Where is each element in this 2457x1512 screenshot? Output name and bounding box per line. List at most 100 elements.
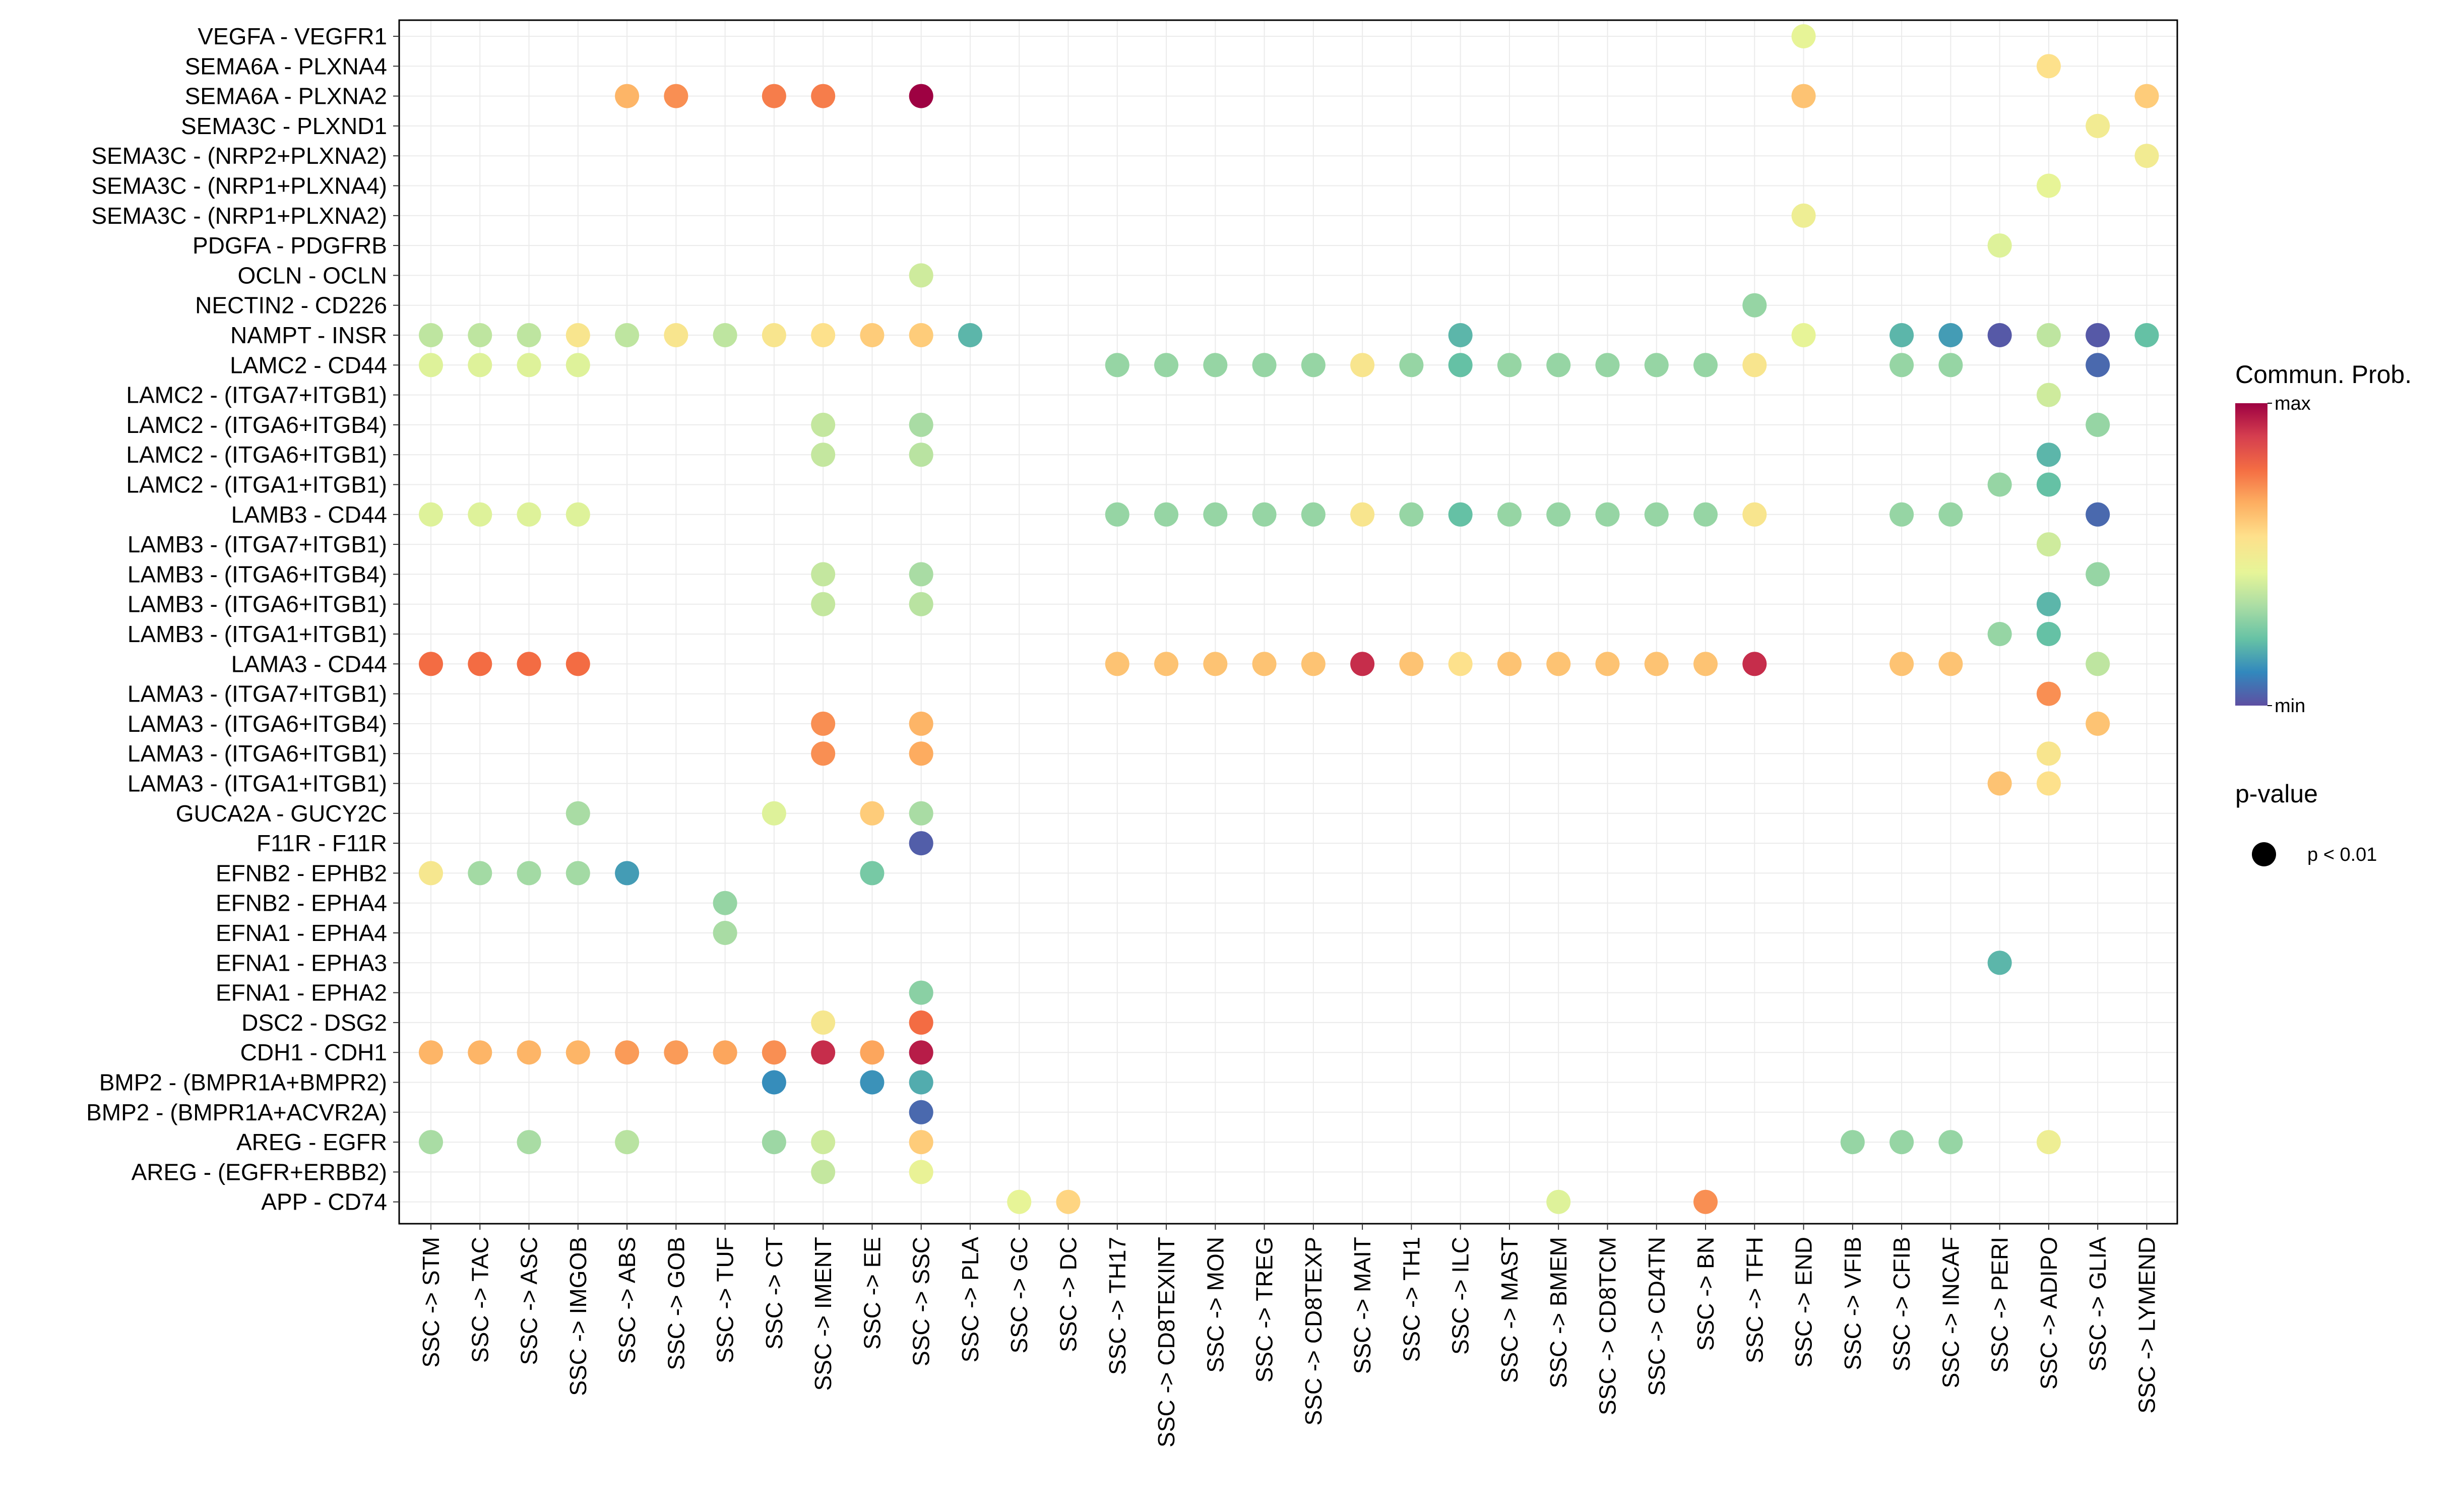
- data-point: [1742, 353, 1767, 377]
- y-tick-label: EFNA1 - EPHA3: [216, 950, 387, 976]
- data-point: [615, 1130, 640, 1155]
- x-tick-label: SSC -> ABS: [614, 1237, 640, 1364]
- data-point: [1987, 951, 2012, 975]
- legend: Commun. Prob. max min p-value p < 0.01: [2235, 360, 2412, 866]
- data-point: [565, 652, 590, 676]
- data-point: [811, 711, 836, 736]
- x-tick-label: SSC -> ADIPO: [2036, 1237, 2062, 1390]
- data-point: [1252, 652, 1277, 676]
- data-point: [1203, 652, 1228, 676]
- data-point: [1791, 203, 1816, 228]
- data-point: [1938, 652, 1963, 676]
- y-tick-label: LAMC2 - CD44: [230, 352, 387, 378]
- data-point: [1938, 1130, 1963, 1155]
- data-point: [909, 980, 933, 1005]
- data-point: [1154, 502, 1179, 527]
- data-point: [1595, 502, 1620, 527]
- data-point: [1350, 502, 1375, 527]
- data-point: [1399, 353, 1424, 377]
- data-point: [1644, 353, 1669, 377]
- data-point: [419, 861, 443, 886]
- data-point: [1350, 353, 1375, 377]
- data-point: [664, 84, 688, 108]
- data-point: [2134, 84, 2159, 108]
- data-point: [909, 1010, 933, 1035]
- data-point: [468, 861, 492, 886]
- x-tick-label: SSC -> MAST: [1496, 1237, 1523, 1383]
- y-tick-label: LAMC2 - (ITGA6+ITGB4): [126, 412, 387, 438]
- data-point: [1693, 353, 1718, 377]
- y-tick-label: LAMA3 - (ITGA1+ITGB1): [128, 771, 387, 797]
- data-point: [713, 323, 737, 347]
- data-point: [1546, 1189, 1571, 1214]
- data-point: [517, 652, 541, 676]
- y-tick-label: AREG - EGFR: [236, 1129, 387, 1155]
- y-tick-label: OCLN - OCLN: [238, 262, 387, 288]
- data-point: [1840, 1130, 1865, 1155]
- x-tick-label: SSC -> GLIA: [2085, 1237, 2111, 1371]
- x-tick-label: SSC -> GC: [1006, 1237, 1032, 1353]
- x-tick-label: SSC -> INCAF: [1937, 1237, 1964, 1388]
- data-point: [1399, 502, 1424, 527]
- data-point: [1448, 353, 1473, 377]
- x-tick-label: SSC -> TFH: [1741, 1237, 1768, 1363]
- x-tick-label: SSC -> TAC: [467, 1237, 493, 1363]
- data-point: [1546, 652, 1571, 676]
- data-point: [1938, 323, 1963, 347]
- data-point: [958, 323, 982, 347]
- data-point: [909, 562, 933, 587]
- y-tick-label: SEMA6A - PLXNA2: [185, 83, 387, 109]
- data-point: [615, 1040, 640, 1065]
- data-point: [2036, 771, 2061, 796]
- data-point: [1889, 1130, 1914, 1155]
- data-point: [909, 831, 933, 856]
- data-point: [1693, 502, 1718, 527]
- data-point: [713, 891, 737, 915]
- data-point: [2086, 562, 2110, 587]
- data-point: [517, 1130, 541, 1155]
- x-tick-label: SSC -> TREG: [1251, 1237, 1278, 1382]
- y-tick-label: BMP2 - (BMPR1A+BMPR2): [99, 1069, 387, 1096]
- data-point: [1987, 622, 2012, 646]
- x-tick-label: SSC -> MAIT: [1349, 1237, 1375, 1374]
- data-point: [2036, 532, 2061, 557]
- data-point: [1742, 293, 1767, 318]
- data-point: [762, 801, 786, 826]
- y-tick-label: NECTIN2 - CD226: [195, 292, 387, 319]
- y-tick-label: LAMB3 - CD44: [231, 501, 387, 528]
- data-point: [762, 1070, 786, 1095]
- x-tick-label: SSC -> BN: [1692, 1237, 1719, 1351]
- data-point: [1007, 1189, 1032, 1214]
- data-point: [2086, 652, 2110, 676]
- data-point: [1742, 502, 1767, 527]
- x-tick-label: SSC -> GOB: [663, 1237, 689, 1370]
- data-point: [909, 741, 933, 766]
- y-tick-label: SEMA3C - PLXND1: [181, 113, 387, 139]
- x-tick-label: SSC -> PERI: [1987, 1237, 2013, 1373]
- data-point: [1987, 472, 2012, 497]
- y-tick-label: LAMB3 - (ITGA1+ITGB1): [128, 621, 387, 647]
- data-point: [1595, 652, 1620, 676]
- data-point: [1644, 652, 1669, 676]
- data-point: [811, 1040, 836, 1065]
- x-tick-label: SSC -> BMEM: [1545, 1237, 1571, 1388]
- data-point: [909, 323, 933, 347]
- data-point: [565, 801, 590, 826]
- data-point: [1938, 353, 1963, 377]
- data-point: [2036, 592, 2061, 616]
- data-point: [1301, 502, 1326, 527]
- data-point: [811, 562, 836, 587]
- data-point: [2086, 412, 2110, 437]
- data-point: [615, 861, 640, 886]
- legend-color-min-label: min: [2275, 696, 2305, 717]
- data-point: [1889, 652, 1914, 676]
- data-point: [909, 1040, 933, 1065]
- x-axis-labels: SSC -> STM SSC -> TAC SSC -> ASC SSC -> IMG…: [418, 1224, 2160, 1447]
- data-point: [811, 1010, 836, 1035]
- data-point: [2036, 1130, 2061, 1155]
- data-point: [811, 323, 836, 347]
- x-tick-label: SSC -> IMGOB: [565, 1237, 591, 1396]
- x-tick-label: SSC -> DC: [1055, 1237, 1082, 1352]
- y-tick-label: LAMA3 - (ITGA7+ITGB1): [128, 681, 387, 707]
